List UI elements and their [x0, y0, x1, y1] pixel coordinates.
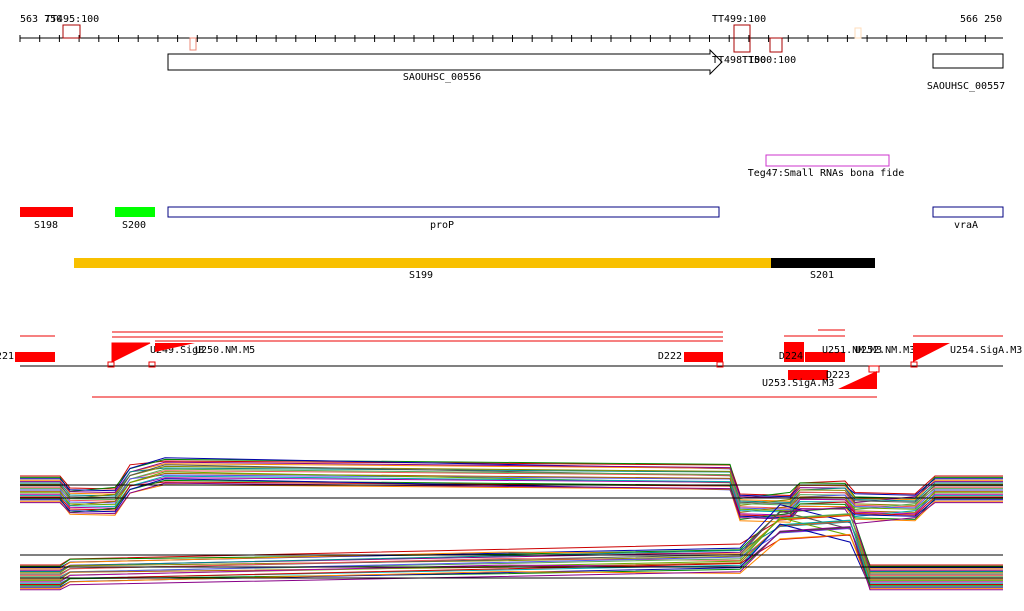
feature [111, 342, 151, 363]
trace [20, 468, 1003, 511]
trace [20, 523, 1003, 588]
feature-label: U253.SigA.M3 [762, 378, 834, 389]
trace [20, 461, 1003, 504]
feature [838, 371, 877, 389]
terminator [733, 24, 751, 53]
ruler-ticks [19, 35, 986, 42]
trace [20, 519, 1003, 584]
trace [20, 520, 1003, 580]
terminator-label: TT500:100 [742, 55, 796, 66]
terminator-label: TT495:100 [45, 14, 99, 25]
segment-label: vraA [954, 220, 978, 231]
feature [15, 352, 55, 362]
gene-label: SAOUHSC_00556 [403, 72, 481, 83]
srna-box [765, 154, 890, 167]
srna-label: Teg47:Small RNAs bona fide [748, 168, 905, 179]
terminator [62, 24, 81, 39]
segment [115, 207, 155, 217]
segment-label: S201 [810, 270, 834, 281]
trace [20, 526, 1003, 591]
feature-label: D223 [826, 370, 850, 381]
trace [20, 526, 1003, 587]
segment [74, 258, 771, 268]
feature [784, 342, 804, 362]
trace [20, 484, 1003, 523]
terminator [854, 27, 862, 39]
reference-lines [20, 484, 1003, 579]
trace [20, 513, 1003, 578]
feature-label: D224 [779, 351, 803, 362]
feature [148, 361, 156, 368]
gene-box [932, 53, 1004, 69]
trace [20, 506, 1003, 571]
trace [20, 507, 1003, 567]
feature [910, 361, 918, 368]
feature-label: U250.NM.M5 [195, 345, 255, 356]
feature [913, 343, 950, 362]
feature [868, 365, 880, 373]
feature [107, 361, 115, 368]
trace [20, 482, 1003, 525]
feature-label: U252.NM.M3 [855, 345, 915, 356]
terminator-label: TT499:100 [712, 14, 766, 25]
feature [716, 361, 724, 368]
feature-lines [20, 329, 1003, 398]
ruler-start: 563 750 [20, 14, 62, 25]
feature [805, 352, 845, 362]
feature [155, 343, 195, 352]
gene-label: SAOUHSC_00557 [927, 81, 1005, 92]
segment [771, 258, 875, 268]
feature-label: D221 [0, 351, 14, 362]
segment [167, 206, 720, 218]
terminator [769, 37, 783, 53]
terminator-label: TT498:100 [712, 55, 766, 66]
segment [20, 207, 73, 217]
segment-label: proP [430, 220, 454, 231]
trace [20, 475, 1003, 518]
terminator [189, 37, 197, 51]
trace [20, 533, 1003, 589]
segment [932, 206, 1004, 218]
feature [684, 352, 723, 362]
feature-label: D222 [658, 351, 682, 362]
segment-label: S198 [34, 220, 58, 231]
feature-label: U249.SigB [150, 345, 204, 356]
feature [788, 370, 828, 380]
trace [20, 513, 1003, 574]
gene-arrow [167, 48, 723, 76]
ruler-end: 566 250 [960, 14, 1002, 25]
feature-label: U251.NM.M3 [822, 345, 882, 356]
expression-traces [20, 457, 1003, 591]
segment-label: S199 [409, 270, 433, 281]
feature-label: U254.SigA.M3 [950, 345, 1022, 356]
segment-label: S200 [122, 220, 146, 231]
